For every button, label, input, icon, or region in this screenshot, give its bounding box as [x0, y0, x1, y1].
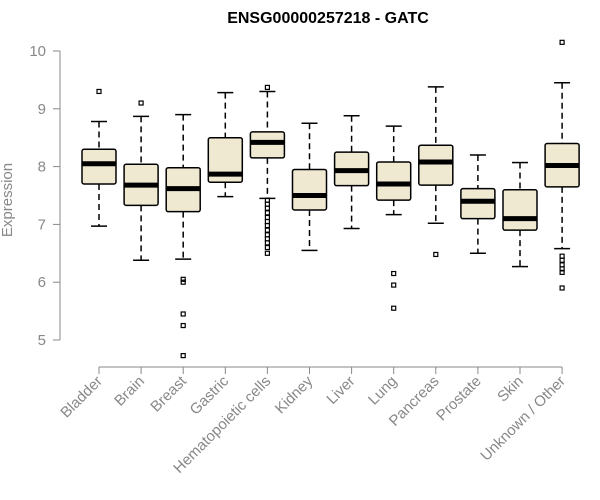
outlier-point [180, 311, 186, 317]
outlier-point [559, 257, 565, 263]
y-tick-label: 5 [38, 332, 46, 349]
box-skin [502, 161, 538, 268]
outlier-point [559, 39, 565, 45]
box-bladder [81, 88, 117, 227]
y-axis-label: Expression [0, 163, 16, 237]
outlier-point [264, 222, 270, 229]
x-tick-label: Bladder [57, 373, 106, 422]
outlier-point [433, 251, 439, 258]
iqr-box [249, 131, 286, 159]
y-axis: 5 6 7 8 9 10 [29, 43, 61, 349]
box-kidney [291, 122, 328, 252]
outlier-point [264, 227, 270, 233]
iqr-box [375, 161, 412, 201]
y-tick-label: 7 [38, 216, 46, 233]
x-tick-label: Breast [147, 372, 190, 415]
outlier-point [180, 279, 186, 285]
outlier-point [264, 201, 270, 207]
x-tick-label: Skin [494, 373, 527, 406]
iqr-box [207, 136, 244, 183]
x-tick-label: Liver [323, 373, 358, 408]
outlier-point [559, 262, 565, 268]
outlier-point [559, 269, 565, 275]
y-tick-label: 9 [38, 101, 46, 118]
outlier-point [391, 305, 397, 311]
outlier-point [264, 250, 270, 256]
iqr-box [418, 144, 454, 186]
outlier-point [264, 210, 270, 216]
outlier-point [264, 236, 270, 242]
box-breast [165, 113, 201, 359]
outlier-point [138, 100, 144, 106]
outlier-point [264, 244, 270, 251]
outlier-point [264, 232, 270, 238]
chart-title: ENSG00000257218 - GATC [227, 10, 429, 27]
box-pancreas [418, 86, 454, 258]
outlier-point [559, 253, 565, 259]
x-tick-label: Prostate [433, 373, 485, 425]
y-tick-label: 8 [38, 159, 46, 176]
outlier-point [264, 84, 270, 91]
outlier-point [391, 282, 397, 288]
box-prostate [460, 154, 496, 255]
y-tick-label: 6 [38, 274, 46, 291]
box-brain [123, 100, 159, 261]
boxes-group [81, 39, 580, 359]
outlier-point [264, 240, 270, 246]
outlier-point [96, 88, 102, 95]
outlier-point [264, 214, 270, 221]
box-gastric [207, 91, 244, 198]
outlier-point [180, 322, 186, 329]
iqr-box [81, 148, 117, 185]
iqr-box [502, 188, 538, 231]
box-hematopoietic-cells [249, 84, 286, 256]
iqr-box [291, 168, 328, 211]
outlier-point [180, 276, 186, 282]
outlier-point [264, 205, 270, 211]
box-liver [333, 114, 370, 230]
x-tick-label: Kidney [272, 372, 317, 417]
y-tick-label: 10 [29, 43, 46, 60]
x-tick-label: Lung [365, 373, 401, 409]
outlier-point [180, 353, 186, 359]
box-lung [375, 125, 412, 311]
box-unknown-other [544, 39, 580, 291]
outlier-point [264, 218, 270, 225]
outlier-point [559, 285, 565, 291]
outlier-point [391, 270, 397, 277]
x-tick-label: Brain [111, 373, 148, 410]
